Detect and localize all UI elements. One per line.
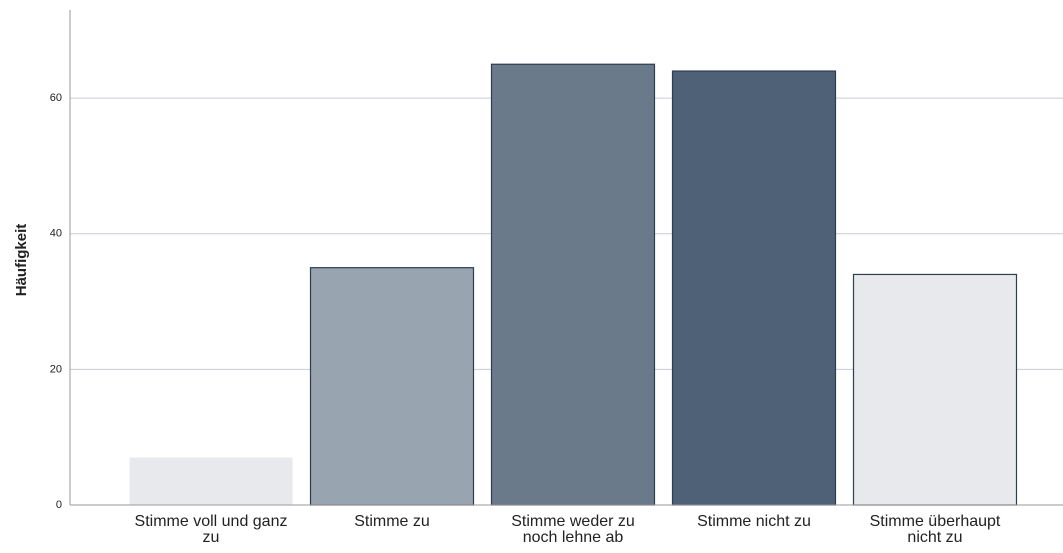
y-tick-label: 40 [50,228,62,240]
bar [309,267,475,506]
bar [129,457,293,505]
x-tick-label: Stimme nicht zu [697,513,811,530]
bar [852,273,1018,506]
y-tick-label: 60 [50,92,62,104]
x-tick-label: Stimme weder zu noch lehne ab [511,513,635,546]
y-tick-label: 0 [56,499,62,511]
x-tick-label: Stimme zu [354,513,430,530]
x-tick-label: Stimme voll und ganz zu [134,513,288,546]
y-axis-label: Häufigkeit [13,224,30,297]
x-tick-label: Stimme überhaupt nicht zu [869,513,1001,546]
bar [671,70,837,506]
y-tick-label: 20 [50,363,62,375]
bar [490,63,656,506]
